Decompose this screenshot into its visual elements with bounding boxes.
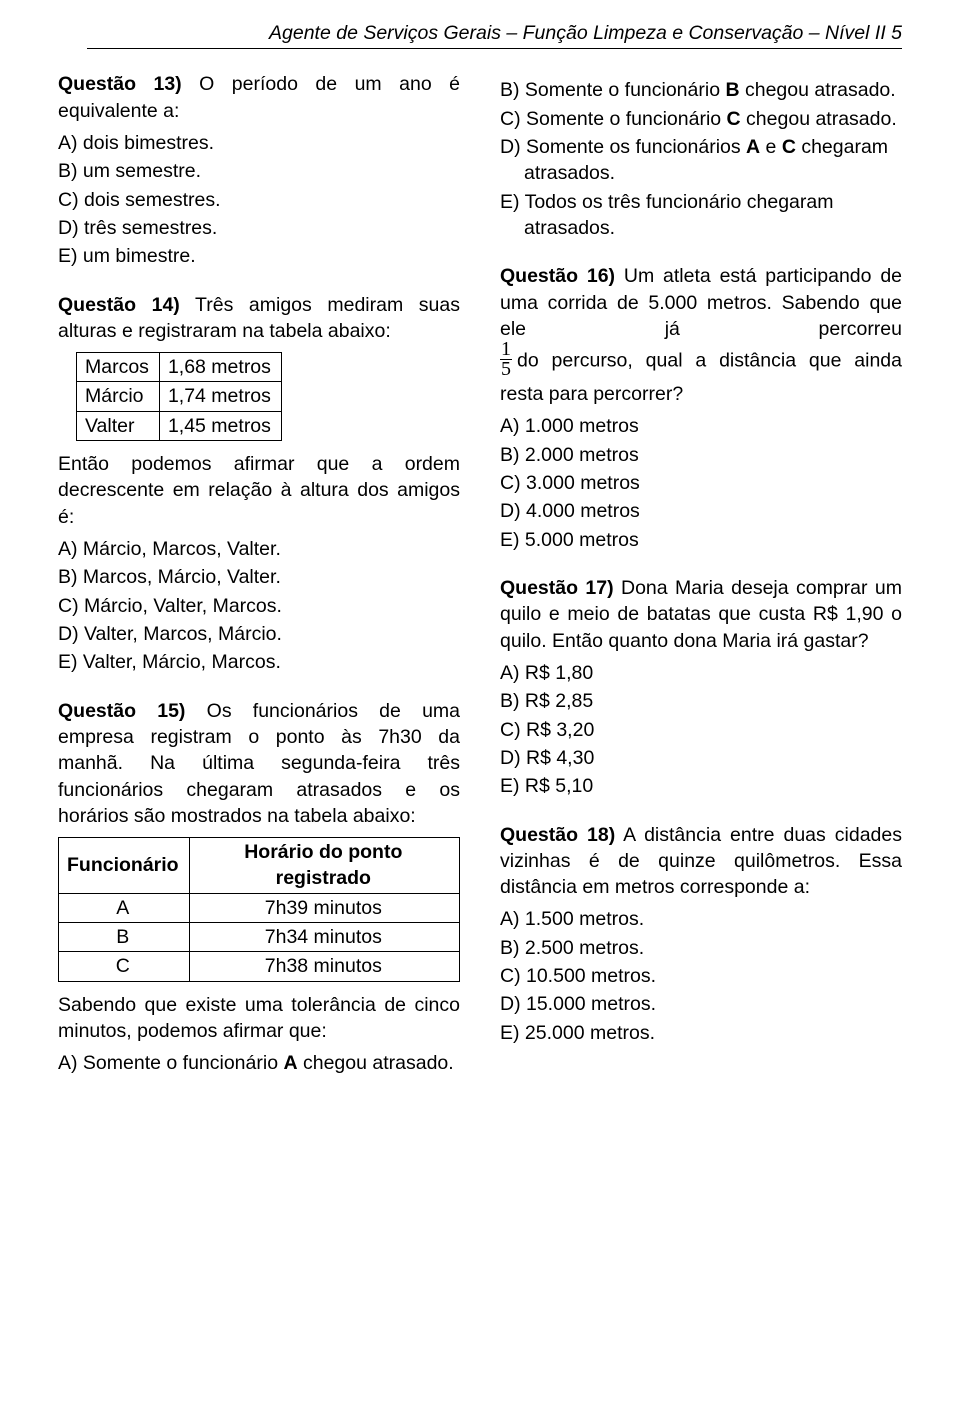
- q18-opt-b: B) 2.500 metros.: [500, 935, 902, 961]
- q16-options: A) 1.000 metros B) 2.000 metros C) 3.000…: [500, 413, 902, 553]
- q14-opt-d: D) Valter, Marcos, Márcio.: [58, 621, 460, 647]
- question-13: Questão 13) O período de um ano é equiva…: [58, 71, 460, 269]
- q13-title: Questão 13): [58, 73, 182, 95]
- cell: C: [59, 952, 190, 981]
- content-columns: Questão 13) O período de um ano é equiva…: [58, 71, 902, 1098]
- q14-after: Então podemos afirmar que a ordem decres…: [58, 451, 460, 530]
- question-18: Questão 18) A distância entre duas cidad…: [500, 822, 902, 1047]
- table-row: Márcio1,74 metros: [77, 382, 282, 411]
- cell: Marcos: [77, 353, 160, 382]
- cell: 7h39 minutos: [189, 893, 459, 922]
- cell: 7h34 minutos: [189, 923, 459, 952]
- q15-opt-e: E) Todos os três funcionário chegaram at…: [500, 189, 902, 242]
- q17-opt-e: E) R$ 5,10: [500, 773, 902, 799]
- page-header: Agente de Serviços Gerais – Função Limpe…: [87, 20, 902, 49]
- question-17: Questão 17) Dona Maria deseja comprar um…: [500, 575, 902, 800]
- fraction-icon: 15: [500, 340, 512, 379]
- q18-title: Questão 18): [500, 824, 615, 846]
- q15-opt-c: C) Somente o funcionário C chegou atrasa…: [500, 106, 902, 132]
- table-row: Valter1,45 metros: [77, 411, 282, 440]
- q18-opt-e: E) 25.000 metros.: [500, 1020, 902, 1046]
- cell: 7h38 minutos: [189, 952, 459, 981]
- cell: A: [59, 893, 190, 922]
- cell: Márcio: [77, 382, 160, 411]
- q16-opt-a: A) 1.000 metros: [500, 413, 902, 439]
- q15-options-cont: B) Somente o funcionário B chegou atrasa…: [500, 77, 902, 241]
- cell: Valter: [77, 411, 160, 440]
- q15-title: Questão 15): [58, 700, 185, 722]
- q18-opt-d: D) 15.000 metros.: [500, 991, 902, 1017]
- table-row: A7h39 minutos: [59, 893, 460, 922]
- q15-opt-b: B) Somente o funcionário B chegou atrasa…: [500, 77, 902, 103]
- q16-opt-c: C) 3.000 metros: [500, 470, 902, 496]
- q14-options: A) Márcio, Marcos, Valter. B) Marcos, Má…: [58, 536, 460, 676]
- q14-table: Marcos1,68 metros Márcio1,74 metros Valt…: [76, 352, 282, 441]
- q17-opt-d: D) R$ 4,30: [500, 745, 902, 771]
- q13-opt-e: E) um bimestre.: [58, 243, 460, 269]
- q13-options: A) dois bimestres. B) um semestre. C) do…: [58, 130, 460, 270]
- right-column: B) Somente o funcionário B chegou atrasa…: [500, 71, 902, 1098]
- q16-stem2: do percurso, qual a distância que ainda …: [500, 350, 902, 405]
- question-14: Questão 14) Três amigos mediram suas alt…: [58, 292, 460, 676]
- question-16: Questão 16) Um atleta está participando …: [500, 263, 902, 553]
- q14-opt-e: E) Valter, Márcio, Marcos.: [58, 649, 460, 675]
- cell: 1,68 metros: [159, 353, 281, 382]
- cell: 1,45 metros: [159, 411, 281, 440]
- q13-opt-a: A) dois bimestres.: [58, 130, 460, 156]
- q14-opt-a: A) Márcio, Marcos, Valter.: [58, 536, 460, 562]
- q17-opt-b: B) R$ 2,85: [500, 688, 902, 714]
- q14-opt-b: B) Marcos, Márcio, Valter.: [58, 564, 460, 590]
- q18-options: A) 1.500 metros. B) 2.500 metros. C) 10.…: [500, 906, 902, 1046]
- q15-opt-a: A) Somente o funcionário A chegou atrasa…: [58, 1050, 460, 1076]
- cell: 1,74 metros: [159, 382, 281, 411]
- cell: Horário do ponto registrado: [189, 838, 459, 894]
- q15-after: Sabendo que existe uma tolerância de cin…: [58, 992, 460, 1045]
- q16-opt-e: E) 5.000 metros: [500, 527, 902, 553]
- table-row: FuncionárioHorário do ponto registrado: [59, 838, 460, 894]
- q17-title: Questão 17): [500, 577, 614, 599]
- q13-opt-c: C) dois semestres.: [58, 187, 460, 213]
- q18-opt-c: C) 10.500 metros.: [500, 963, 902, 989]
- question-15: Questão 15) Os funcionários de uma empre…: [58, 698, 460, 1077]
- q18-opt-a: A) 1.500 metros.: [500, 906, 902, 932]
- q17-opt-c: C) R$ 3,20: [500, 717, 902, 743]
- q14-title: Questão 14): [58, 294, 180, 316]
- table-row: C7h38 minutos: [59, 952, 460, 981]
- q13-opt-b: B) um semestre.: [58, 158, 460, 184]
- q17-options: A) R$ 1,80 B) R$ 2,85 C) R$ 3,20 D) R$ 4…: [500, 660, 902, 800]
- q15-options: A) Somente o funcionário A chegou atrasa…: [58, 1050, 460, 1076]
- cell: Funcionário: [59, 838, 190, 894]
- table-row: Marcos1,68 metros: [77, 353, 282, 382]
- left-column: Questão 13) O período de um ano é equiva…: [58, 71, 460, 1098]
- cell: B: [59, 923, 190, 952]
- q16-opt-b: B) 2.000 metros: [500, 442, 902, 468]
- q15-opt-d: D) Somente os funcionários A e C chegara…: [500, 134, 902, 187]
- table-row: B7h34 minutos: [59, 923, 460, 952]
- q16-opt-d: D) 4.000 metros: [500, 498, 902, 524]
- q17-opt-a: A) R$ 1,80: [500, 660, 902, 686]
- q15-table: FuncionárioHorário do ponto registrado A…: [58, 837, 460, 982]
- q16-title: Questão 16): [500, 265, 615, 287]
- q13-opt-d: D) três semestres.: [58, 215, 460, 241]
- q14-opt-c: C) Márcio, Valter, Marcos.: [58, 593, 460, 619]
